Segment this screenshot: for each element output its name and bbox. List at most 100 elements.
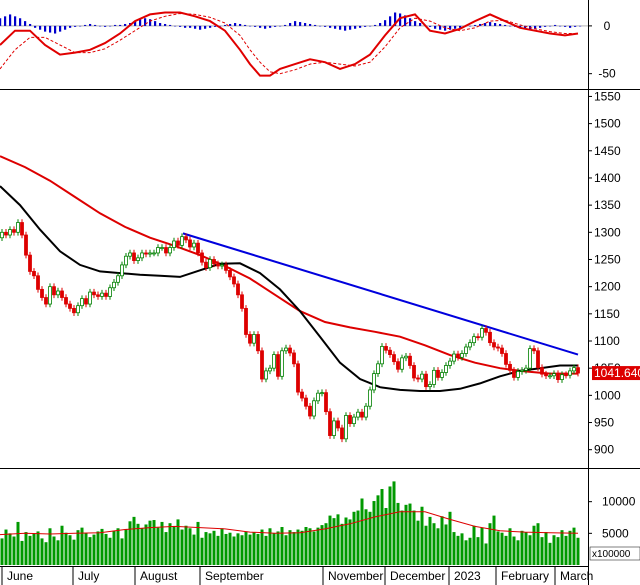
oscillator-histogram-bar (39, 25, 42, 30)
volume-tick-label: 10000 (602, 495, 636, 509)
oscillator-histogram-bar (539, 25, 542, 28)
candle-body (448, 360, 452, 366)
oscillator-histogram-bar (194, 25, 197, 29)
candle-body (444, 365, 448, 373)
volume-bar (360, 498, 364, 565)
volume-bar (492, 515, 496, 565)
axes: 0 -50 1550 1500 1450 1400 1350 1300 1250 1200 1150… (1, 19, 640, 585)
oscillator-histogram-bar (579, 25, 582, 27)
volume-bar (276, 531, 280, 565)
candle-body (156, 247, 160, 254)
volume-bar (444, 524, 448, 565)
candle-body (228, 269, 232, 278)
candle-body (136, 257, 140, 261)
oscillator-signal-line (0, 12, 578, 75)
candle-body (536, 350, 540, 369)
candle-body (216, 263, 220, 267)
candle-body (368, 389, 372, 407)
volume-unit-label: x100000 (592, 549, 631, 560)
oscillator-histogram-bar (229, 23, 232, 26)
candle-body (564, 374, 568, 377)
candle-body (356, 411, 360, 418)
candle-body (376, 363, 380, 375)
volume-bar (280, 527, 284, 565)
candle-body (316, 392, 320, 402)
candle-body (108, 287, 112, 297)
volume-bar (420, 506, 424, 565)
candle-body (416, 377, 420, 380)
candle-body (320, 392, 324, 395)
volume-bar (364, 509, 368, 565)
volume-bar (240, 535, 244, 565)
volume-bar (152, 520, 156, 565)
volume-bar (12, 536, 16, 565)
candle-body (180, 236, 184, 246)
month-label: December (390, 569, 445, 583)
candle-body (288, 347, 292, 354)
candle-body (372, 373, 376, 391)
volume-bar (480, 527, 484, 565)
price-tick-label: 1500 (594, 117, 621, 131)
volume-bar (312, 531, 316, 565)
oscillator-histogram-bar (199, 25, 202, 30)
candle-body (268, 367, 272, 372)
candle-body (220, 264, 224, 267)
volume-bar (556, 537, 560, 565)
volume-bar (344, 517, 348, 565)
volume-bar (108, 537, 112, 565)
candle-body (24, 234, 28, 256)
volume-bar (196, 521, 200, 565)
oscillator-histogram-bar (534, 25, 537, 29)
oscillator-histogram-bar (149, 19, 152, 26)
month-label: August (140, 569, 178, 583)
volume-bar (352, 511, 356, 565)
candle-body (312, 400, 316, 417)
oscillator-histogram-bar (474, 24, 477, 26)
oscillator-histogram-bar (509, 25, 512, 27)
oscillator-histogram-bar (454, 25, 457, 29)
volume-bar (424, 525, 428, 565)
candle-body (576, 367, 580, 374)
volume-bar (396, 502, 400, 565)
volume-bar (488, 523, 492, 565)
oscillator-histogram-bar (164, 23, 167, 26)
candle-body (544, 373, 548, 377)
oscillator-histogram-bar (9, 14, 12, 26)
oscillator-histogram-bar (34, 25, 37, 28)
oscillator-histogram-bar (84, 24, 87, 26)
oscillator-histogram-bar (109, 25, 112, 27)
candle-body (240, 294, 244, 309)
candle-body (44, 297, 48, 305)
candle-body (520, 369, 524, 372)
volume-bar (540, 537, 544, 565)
oscillator-histogram-bar (339, 25, 342, 30)
candle-body (472, 336, 476, 344)
volume-bar (392, 481, 396, 565)
candle-body (284, 347, 288, 352)
candle-body (124, 255, 128, 266)
candle-body (528, 348, 532, 369)
oscillator-histogram-bar (264, 25, 267, 29)
volume-bar (532, 525, 536, 565)
candle-body (248, 334, 252, 344)
oscillator-histogram-bar (184, 25, 187, 28)
oscillator-histogram-bar (69, 25, 72, 28)
oscillator-histogram-bar (269, 25, 272, 28)
volume-bar (304, 527, 308, 565)
month-label: July (78, 569, 99, 583)
candle-body (196, 242, 200, 254)
volume-bar (368, 511, 372, 565)
volume-bar (80, 527, 84, 565)
candle-body (504, 353, 508, 365)
volume-bar (416, 520, 420, 565)
oscillator-histogram-bar (274, 25, 277, 27)
month-label: March (560, 569, 593, 583)
candle-body (64, 297, 68, 305)
volume-bar (432, 523, 436, 565)
volume-bar (456, 535, 460, 565)
volume-bar (8, 533, 12, 565)
volume-bar (272, 533, 276, 565)
volume-bar (296, 529, 300, 565)
price-tick-label: 1000 (594, 388, 621, 402)
candle-body (392, 354, 396, 363)
